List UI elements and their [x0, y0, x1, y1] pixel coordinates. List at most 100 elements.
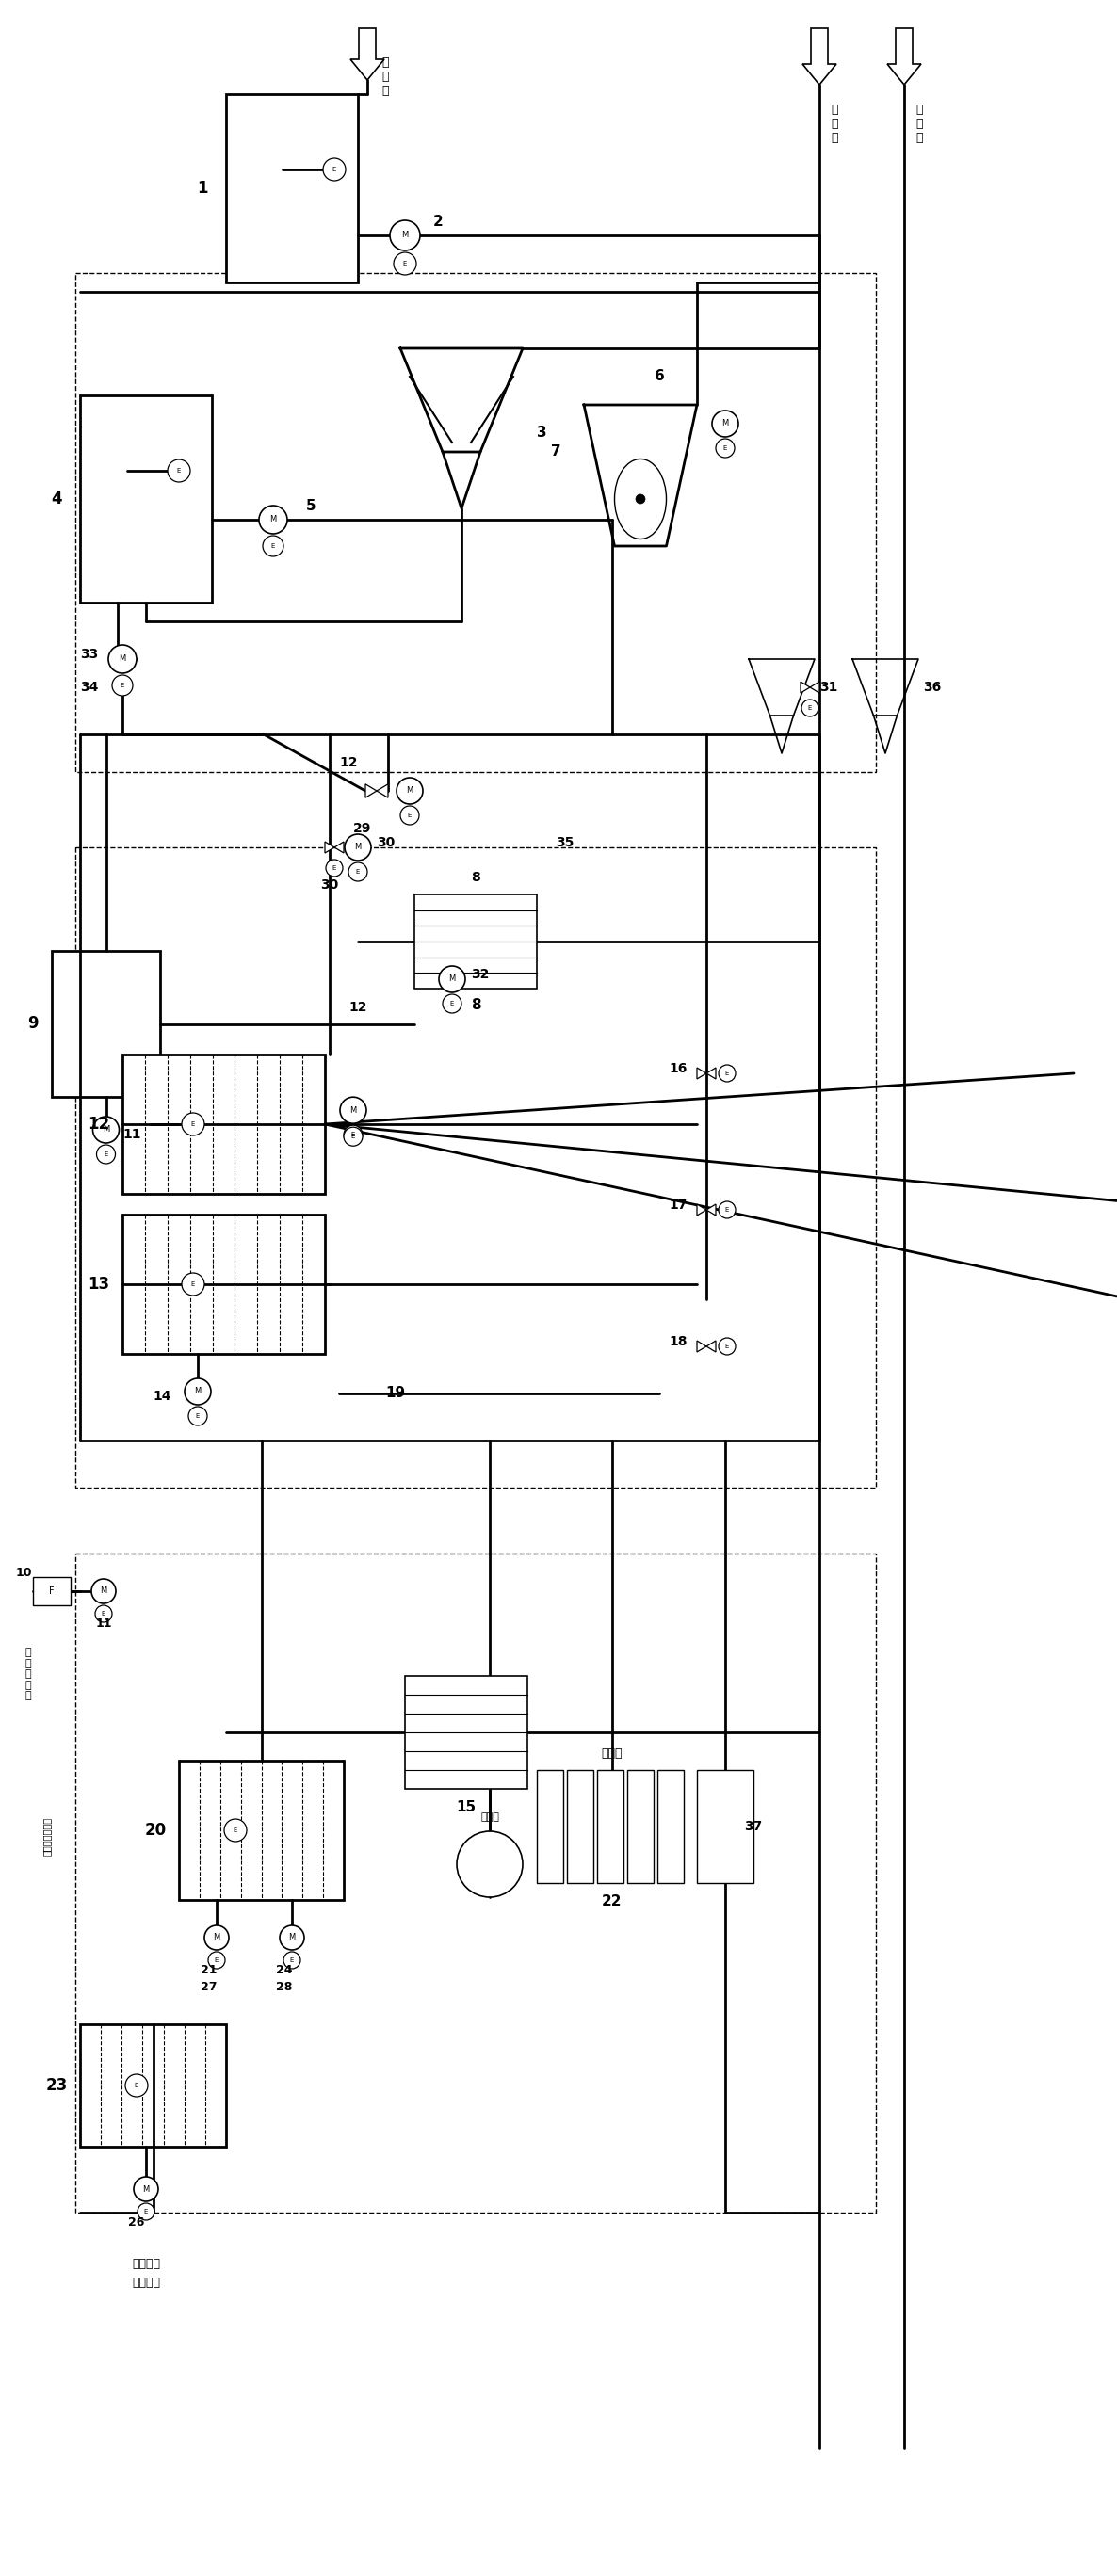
Text: 37: 37	[744, 1821, 763, 1834]
Polygon shape	[697, 1066, 706, 1079]
Text: 33: 33	[80, 647, 98, 662]
Text: 鼓膜风机及管件: 鼓膜风机及管件	[42, 1816, 51, 1855]
Text: E: E	[144, 2208, 149, 2215]
Text: E: E	[725, 1345, 729, 1350]
Circle shape	[134, 2177, 159, 2202]
Text: 24: 24	[276, 1965, 293, 1976]
Text: E: E	[351, 1131, 355, 1139]
Text: 17: 17	[669, 1198, 687, 1211]
Text: 5: 5	[306, 500, 316, 513]
Circle shape	[184, 1378, 211, 1404]
Text: E: E	[233, 1826, 238, 1834]
Text: 渗
滤
液: 渗 滤 液	[831, 103, 838, 144]
Circle shape	[208, 1953, 226, 1968]
Text: 30: 30	[378, 837, 395, 850]
Text: E: E	[332, 167, 336, 173]
Circle shape	[712, 410, 738, 438]
Bar	[51, 951, 160, 1097]
Bar	[226, 95, 357, 283]
Text: M: M	[722, 420, 728, 428]
Text: E: E	[351, 1133, 355, 1139]
Text: 9: 9	[28, 1015, 38, 1033]
Circle shape	[716, 438, 735, 459]
Text: E: E	[176, 469, 181, 474]
Ellipse shape	[614, 459, 667, 538]
Text: 8: 8	[470, 999, 480, 1012]
Text: M: M	[120, 654, 126, 662]
Text: 2: 2	[433, 214, 443, 229]
Text: 储气罐: 储气罐	[480, 1814, 499, 1821]
Bar	[414, 894, 537, 989]
Text: 10: 10	[16, 1566, 31, 1579]
Text: 27: 27	[201, 1981, 218, 1994]
Circle shape	[96, 1144, 115, 1164]
Text: E: E	[332, 866, 336, 871]
Text: 15: 15	[456, 1801, 476, 1814]
Circle shape	[323, 157, 345, 180]
Circle shape	[393, 252, 417, 276]
Text: 35: 35	[556, 837, 574, 850]
Text: E: E	[723, 446, 727, 451]
Polygon shape	[697, 1340, 706, 1352]
Text: 电解槽: 电解槽	[602, 1747, 623, 1759]
Circle shape	[284, 1953, 300, 1968]
Circle shape	[457, 1832, 523, 1896]
Bar	[179, 1759, 344, 1901]
Text: 23: 23	[46, 2076, 67, 2094]
Text: 22: 22	[602, 1896, 622, 1909]
Bar	[80, 397, 212, 603]
Text: 3: 3	[536, 425, 546, 440]
Bar	[598, 1770, 623, 1883]
Text: 28: 28	[276, 1981, 293, 1994]
Polygon shape	[802, 28, 837, 85]
Text: 20: 20	[144, 1821, 166, 1839]
Bar	[34, 1577, 70, 1605]
Bar	[567, 1770, 593, 1883]
Circle shape	[279, 1924, 304, 1950]
Text: M: M	[101, 1587, 107, 1595]
Polygon shape	[697, 1203, 706, 1216]
Bar	[75, 848, 876, 1486]
Text: 16: 16	[669, 1061, 687, 1074]
Text: E: E	[290, 1958, 294, 1963]
Bar	[123, 1054, 325, 1193]
Circle shape	[439, 966, 466, 992]
Circle shape	[802, 701, 819, 716]
Circle shape	[137, 2202, 154, 2221]
Text: 29: 29	[353, 822, 372, 835]
Text: 12: 12	[340, 755, 357, 770]
Bar	[80, 397, 212, 603]
Text: E: E	[121, 683, 124, 688]
Text: 18: 18	[669, 1334, 687, 1347]
Circle shape	[112, 675, 133, 696]
Circle shape	[182, 1113, 204, 1136]
Bar	[628, 1770, 653, 1883]
Circle shape	[326, 860, 343, 876]
Circle shape	[259, 505, 287, 533]
Circle shape	[225, 1819, 247, 1842]
Circle shape	[442, 994, 461, 1012]
Polygon shape	[365, 783, 376, 799]
Text: 21: 21	[201, 1965, 218, 1976]
Circle shape	[390, 222, 420, 250]
Text: E: E	[403, 260, 407, 265]
Circle shape	[636, 495, 646, 505]
Text: E: E	[271, 544, 275, 549]
Bar	[405, 1677, 527, 1788]
Polygon shape	[706, 1066, 716, 1079]
Bar	[80, 2025, 226, 2146]
Text: （脱水）: （脱水）	[132, 2277, 160, 2290]
Text: 26: 26	[128, 2215, 145, 2228]
Text: 14: 14	[153, 1388, 171, 1404]
Circle shape	[262, 536, 284, 556]
Text: E: E	[104, 1151, 108, 1157]
Text: 34: 34	[80, 680, 98, 693]
Bar	[51, 951, 160, 1097]
Text: E: E	[450, 1002, 455, 1007]
Circle shape	[168, 459, 190, 482]
Circle shape	[344, 1128, 363, 1146]
Polygon shape	[810, 683, 820, 693]
Circle shape	[344, 1126, 363, 1144]
Circle shape	[182, 1273, 204, 1296]
Polygon shape	[706, 1203, 716, 1216]
